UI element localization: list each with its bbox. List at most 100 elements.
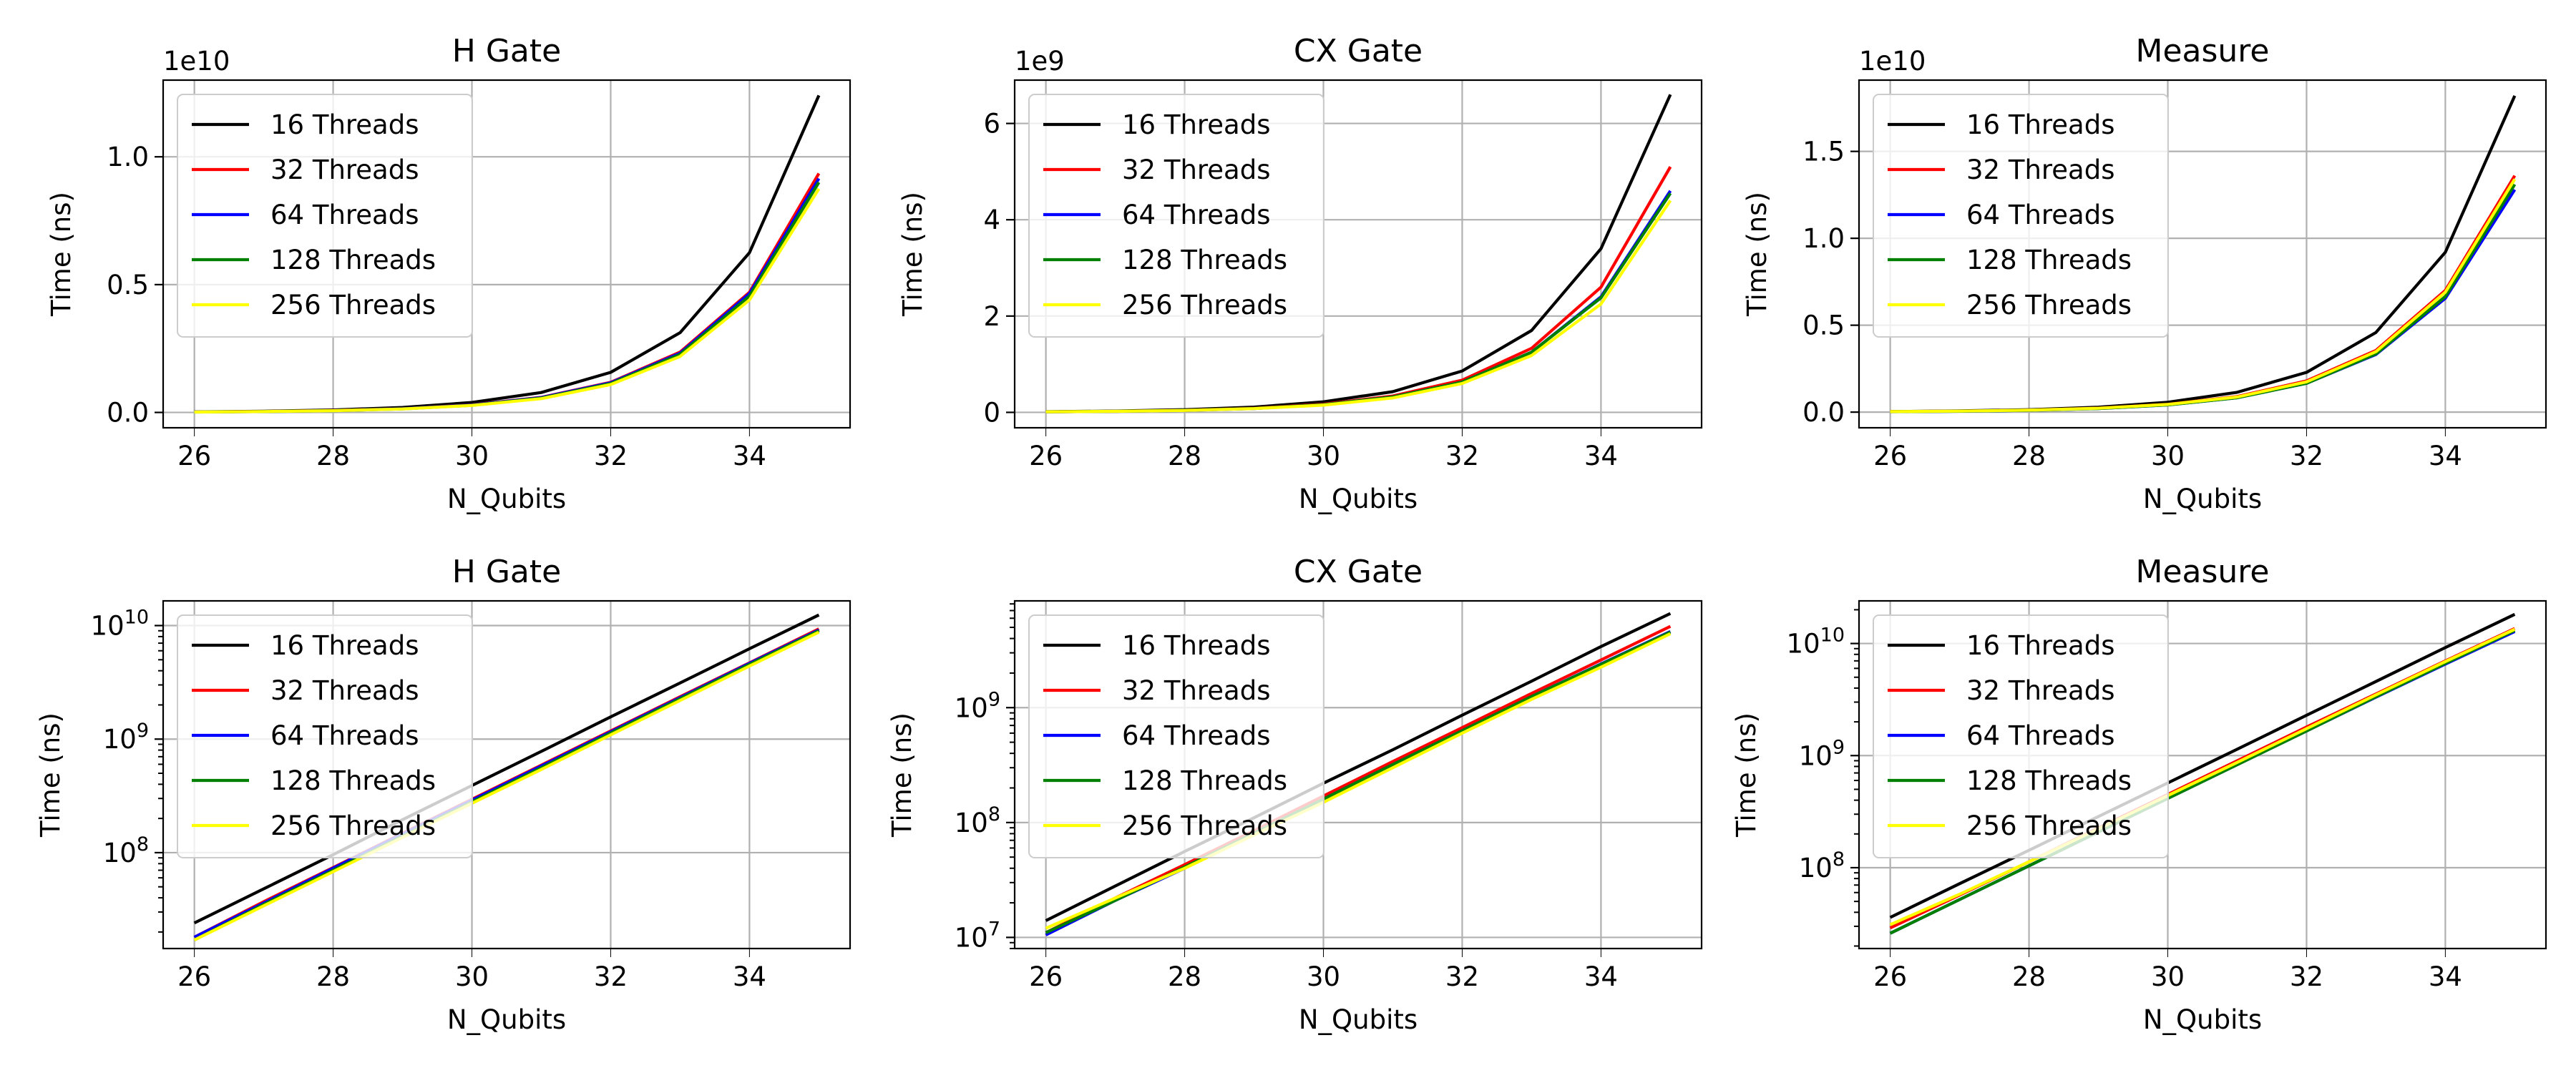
x-tick-label: 28 <box>1168 961 1201 992</box>
axes-frame <box>1858 79 2547 429</box>
legend-label: 64 Threads <box>1966 200 2115 230</box>
legend-label: 128 Threads <box>270 765 436 796</box>
x-tick-label: 34 <box>2429 441 2462 471</box>
y-tick-label: 0 <box>983 397 1000 428</box>
series-lines <box>194 94 821 414</box>
series-lines <box>1045 94 1672 413</box>
x-axis-label: N_Qubits <box>447 1004 566 1035</box>
y-axis-label: Time (ns) <box>897 192 928 317</box>
series-line-256-threads <box>1045 632 1672 930</box>
x-tick-label: 28 <box>2012 961 2046 992</box>
chart-title: H Gate <box>452 33 561 69</box>
x-tick-label: 26 <box>1029 961 1063 992</box>
y-tick-label: 108 <box>1799 848 1845 883</box>
legend-label: 64 Threads <box>1122 200 1271 230</box>
chart-panel-5: 26 28 30 32 34 107 108 109 CX Gate N_Qubits Time (… <box>887 554 1703 1035</box>
series-line-256-threads <box>194 187 821 414</box>
x-tick-label: 34 <box>2429 961 2462 992</box>
series-lines <box>193 613 820 941</box>
legend-label: 16 Threads <box>1966 109 2115 140</box>
x-tick-label: 30 <box>455 961 489 992</box>
y-tick-label: 0.0 <box>107 398 149 428</box>
chart-title: CX Gate <box>1294 554 1423 590</box>
legend-label: 256 Threads <box>1966 810 2132 841</box>
legend: 16 Threads 32 Threads 64 Threads 128 Thread… <box>1028 94 1324 338</box>
y-axis-label: Time (ns) <box>887 712 917 838</box>
x-tick-label: 30 <box>1307 961 1340 992</box>
series-line-256-threads <box>1890 178 2517 413</box>
series-line-256-threads <box>193 630 820 941</box>
legend-label: 32 Threads <box>270 675 419 706</box>
y-tick-label: 0.5 <box>1802 310 1845 341</box>
y-tick-label: 0.5 <box>107 270 149 300</box>
legend-label: 32 Threads <box>1122 155 1271 185</box>
y-axis-label: Time (ns) <box>46 192 77 317</box>
x-tick-label: 26 <box>1029 441 1063 471</box>
chart-panel-3: 26 28 30 32 34 0.0 0.5 1.0 1.5 1e10 Measure N_Qubit… <box>1742 33 2547 514</box>
legend-label: 16 Threads <box>1122 630 1271 661</box>
x-tick-label: 26 <box>1873 441 1907 471</box>
x-tick-label: 30 <box>2151 961 2185 992</box>
x-tick-label: 26 <box>177 441 211 471</box>
series-lines <box>1890 95 2517 413</box>
x-axis-label: N_Qubits <box>447 484 566 514</box>
x-tick-label: 32 <box>1445 441 1479 471</box>
legend-box <box>1028 614 1324 858</box>
legend-box <box>1028 94 1324 338</box>
legend-box <box>1873 614 2169 858</box>
x-tick-label: 32 <box>2290 961 2323 992</box>
y-axis-label: Time (ns) <box>35 712 66 838</box>
legend-box <box>1873 94 2169 338</box>
series-line-256-threads <box>1045 200 1672 413</box>
legend-label: 32 Threads <box>1122 675 1271 706</box>
x-tick-label: 32 <box>594 961 628 992</box>
series-lines <box>1889 612 2516 935</box>
y-tick-label: 109 <box>103 720 149 755</box>
y-tick-label: 109 <box>955 688 1000 723</box>
x-tick-label: 34 <box>1584 961 1618 992</box>
y-tick-label: 4 <box>983 205 1000 235</box>
legend-label: 16 Threads <box>270 109 419 140</box>
x-tick-label: 34 <box>733 961 766 992</box>
series-line-128-threads <box>1889 629 2516 935</box>
x-tick-label: 26 <box>1873 961 1907 992</box>
y-tick-label: 1.0 <box>1802 223 1845 254</box>
legend-label: 128 Threads <box>1122 245 1287 275</box>
series-line-16-threads <box>1889 612 2516 919</box>
legend-label: 128 Threads <box>1122 765 1287 796</box>
legend: 16 Threads 32 Threads 64 Threads 128 Thread… <box>177 614 473 858</box>
chart-title: Measure <box>2136 33 2270 69</box>
y-axis-label: Time (ns) <box>1742 192 1772 317</box>
series-line-256-threads <box>1889 627 2516 926</box>
x-tick-label: 28 <box>2012 441 2046 471</box>
chart-panel-2: 26 28 30 32 34 0 2 4 6 1e9 CX Gate N_Qubits Time (ns… <box>897 33 1703 514</box>
y-tick-label: 1.0 <box>107 142 149 172</box>
legend-box <box>177 614 473 858</box>
y-tick-label: 107 <box>955 918 1000 953</box>
legend-label: 64 Threads <box>1122 720 1271 751</box>
y-tick-label: 6 <box>983 109 1000 139</box>
legend-label: 128 Threads <box>1966 765 2132 796</box>
legend-label: 16 Threads <box>270 630 419 661</box>
legend-label: 64 Threads <box>1966 720 2115 751</box>
x-tick-label: 26 <box>177 961 211 992</box>
axes-frame <box>1858 599 2547 950</box>
y-tick-label: 1.5 <box>1802 137 1845 167</box>
chart-panel-4: 26 28 30 32 34 108 109 1010 H Gate N_Qubits Time (… <box>35 554 852 1035</box>
legend-label: 128 Threads <box>270 245 436 275</box>
y-tick-label: 109 <box>1799 736 1845 771</box>
series-line-16-threads <box>1045 612 1672 922</box>
y-axis-label: Time (ns) <box>1731 712 1762 838</box>
x-axis-label: N_Qubits <box>1299 484 1418 514</box>
x-tick-label: 28 <box>316 961 350 992</box>
y-offset-label: 1e10 <box>163 46 230 77</box>
axes-frame <box>162 599 852 950</box>
legend-box <box>177 94 473 338</box>
x-axis-label: N_Qubits <box>2143 484 2262 514</box>
x-tick-label: 34 <box>733 441 766 471</box>
legend-label: 32 Threads <box>270 155 419 185</box>
legend-label: 32 Threads <box>1966 155 2115 185</box>
legend-label: 256 Threads <box>1966 290 2132 320</box>
x-axis-label: N_Qubits <box>2143 1004 2262 1035</box>
legend: 16 Threads 32 Threads 64 Threads 128 Thread… <box>1028 614 1324 858</box>
